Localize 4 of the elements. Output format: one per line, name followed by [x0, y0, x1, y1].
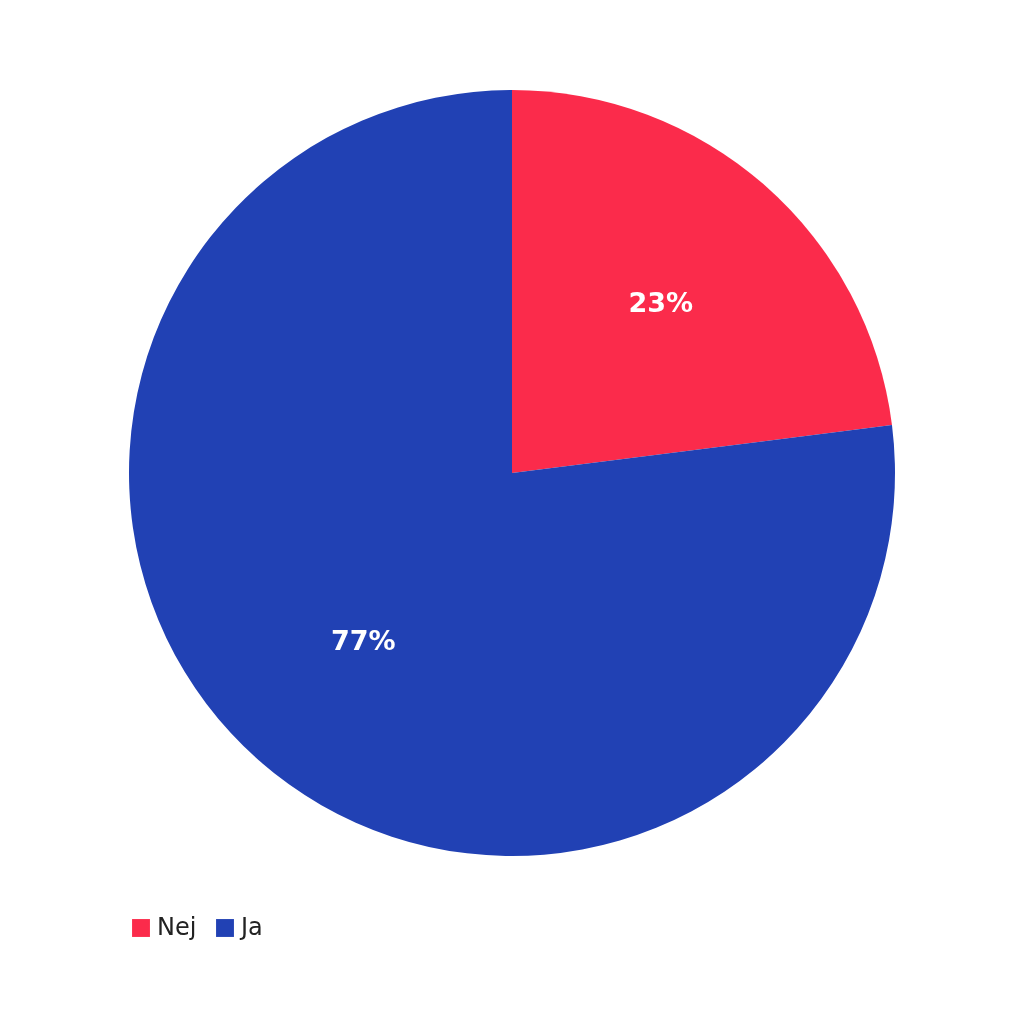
legend-label: Nej — [157, 913, 197, 941]
data-label: 77% — [330, 624, 396, 656]
legend-label: Ja — [239, 913, 263, 941]
data-label: 23% — [628, 287, 694, 319]
